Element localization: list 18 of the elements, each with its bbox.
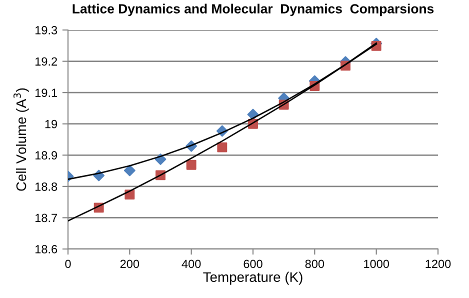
x-tick-label: 400	[182, 260, 201, 268]
y-axis-title: Cell Volume (A$^{3}$)	[14, 88, 29, 191]
y-tick-label: 19	[45, 120, 58, 128]
y-tick-label: 19.2	[36, 57, 57, 66]
y-tick-label: 18.8	[36, 182, 58, 191]
y-tick-label: 18.6	[36, 245, 58, 254]
x-axis-title: Temperature (K)	[203, 272, 302, 285]
x-tick-label: 0	[65, 260, 71, 268]
x-tick-label: 200	[120, 260, 140, 268]
x-tick-label: 1200	[426, 260, 451, 268]
y-tick-label: 19.1	[36, 88, 58, 97]
x-tick-label: 800	[305, 260, 324, 268]
x-tick-label: 1000	[364, 260, 390, 268]
y-tick-label: 19.3	[36, 26, 58, 34]
x-tick-label: 600	[244, 260, 262, 268]
y-tick-label: 18.7	[36, 214, 57, 222]
y-tick-label: 18.9	[36, 151, 58, 160]
chart-title: Lattice Dynamics and Molecular Dynamics Comparsions	[72, 4, 434, 16]
